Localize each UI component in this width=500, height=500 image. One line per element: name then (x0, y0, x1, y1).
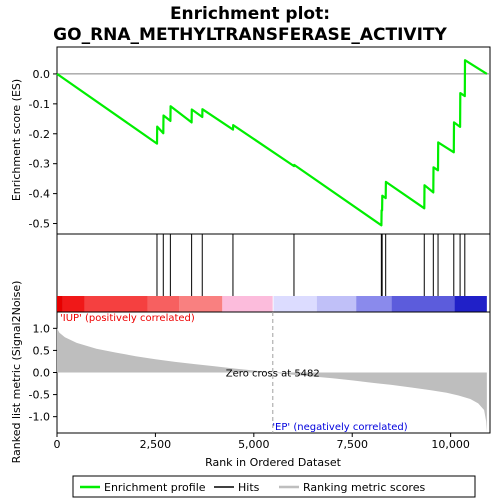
heatmap-segment (62, 296, 85, 312)
legend-box (72, 475, 476, 498)
x-tick-label: 2,500 (140, 438, 172, 451)
x-tick-label: 7,500 (336, 438, 368, 451)
enrichment-profile-line (56, 59, 488, 227)
ranking-metric-area (57, 328, 487, 433)
x-axis: 0 2,500 5,000 7,500 10,000 (54, 433, 470, 451)
es-y-tick-label: -0.1 (29, 98, 50, 111)
heatmap-segment (57, 296, 63, 312)
es-y-axis-label: Enrichment score (ES) (10, 79, 23, 201)
legend-metric-label: Ranking metric scores (303, 481, 425, 494)
heatmap-segment (272, 296, 274, 312)
legend: Enrichment profile Hits Ranking metric s… (72, 475, 476, 498)
heatmap-segment (222, 296, 273, 312)
metric-y-axis-label: Ranked list metric (Signal2Noise) (10, 281, 23, 464)
metric-y-tick-label: 1.0 (33, 322, 51, 335)
heatmap-segment (316, 296, 357, 312)
legend-enrichment-label: Enrichment profile (104, 481, 206, 494)
x-tick-label: 0 (54, 438, 61, 451)
metric-y-tick-label: -0.5 (29, 389, 50, 402)
es-panel: 0.0 -0.1 -0.2 -0.3 -0.4 -0.5 Enrichment score… (10, 46, 491, 235)
heatmap-segment (147, 296, 180, 312)
positive-correlation-label: 'IUP' (positively correlated) (60, 313, 195, 324)
metric-y-tick-label: -1.0 (29, 411, 50, 424)
metric-panel: Zero cross at 5482 'IUP' (positively cor… (10, 281, 491, 464)
x-axis-label: Rank in Ordered Dataset (205, 456, 342, 469)
es-y-tick-label: 0.0 (33, 68, 51, 81)
es-y-tick-label: -0.4 (29, 188, 50, 201)
chart-title-line1: Enrichment plot: (170, 4, 330, 24)
heatmap-segment (84, 296, 148, 312)
hits-panel (56, 233, 491, 313)
es-y-tick-label: -0.3 (29, 158, 50, 171)
heatmap-segment (454, 296, 487, 312)
heatmap-segment (391, 296, 455, 312)
metric-y-tick-label: 0.0 (33, 367, 51, 380)
metric-y-tick-label: 0.5 (33, 344, 51, 357)
es-y-tick-label: -0.2 (29, 128, 50, 141)
legend-hits-label: Hits (238, 481, 260, 494)
x-tick-label: 10,000 (431, 438, 470, 451)
heatmap-segment (273, 296, 317, 312)
heatmap-segment (356, 296, 392, 312)
zero-cross-label: Zero cross at 5482 (226, 369, 320, 380)
x-tick-label: 5,000 (238, 438, 270, 451)
chart-title-line2: GO_RNA_METHYLTRANSFERASE_ACTIVITY (53, 25, 447, 45)
negative-correlation-label: 'EP' (negatively correlated) (272, 422, 407, 433)
es-y-tick-label: -0.5 (29, 218, 50, 231)
heatmap-segment (179, 296, 223, 312)
